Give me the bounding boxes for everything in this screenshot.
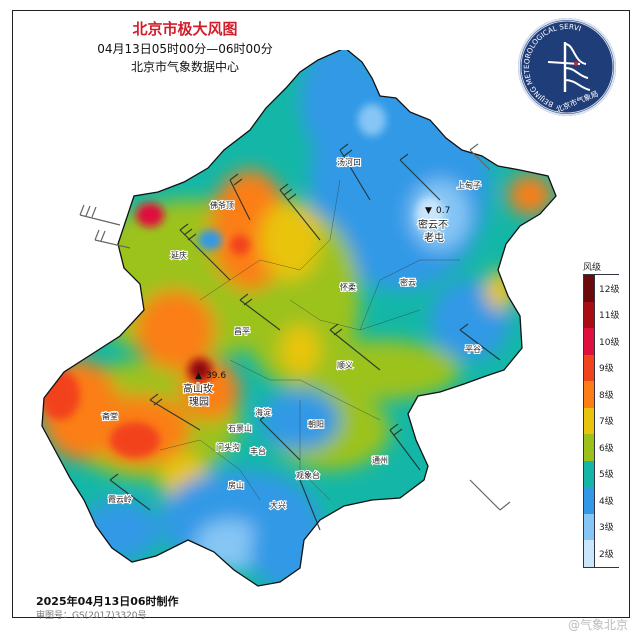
logo-emblem-icon: BEIJING METEOROLOGICAL SERVICE 北京市气象局 [518,18,614,115]
svg-text:高山玫: 高山玫 [183,382,213,395]
legend-label: 3级 [599,523,614,534]
place-fengtai: 丰台 [250,446,266,456]
place-huairou: 怀柔 [340,282,356,292]
place-chaoyang: 朝阳 [308,420,324,429]
legend-swatch [583,460,595,487]
place-tongzhou: 通州 [372,455,388,465]
place-shangdianzi: 上甸子 [457,180,481,190]
legend-label: 8级 [599,390,614,401]
svg-text:▼: ▼ [425,206,432,216]
weibo-watermark: @气象北京 [567,618,628,632]
wind-barbs [109,143,501,531]
min-wind-marker: ▼ 0.7 密云不 老屯 [417,206,450,245]
place-haidian: 海淀 [255,407,271,417]
legend-label: 12级 [599,284,620,295]
legend-item: 12级 [583,275,619,302]
svg-text:39.6: 39.6 [206,371,226,381]
svg-text:老屯: 老屯 [424,231,444,244]
legend-swatch [583,381,595,408]
legend-item: 8级 [583,381,619,408]
legend-item: 2级 [583,540,619,567]
legend-label: 2级 [599,549,614,560]
map-review-number: 审图号：GS(2017)3320号 [36,611,147,621]
beijing-wind-heatmap: ▲ 39.6 高山玫 瑰园 ▼ 0.7 密云不 老屯 汤河口 上甸子 佛爷顶 延… [41,47,557,587]
place-changping: 昌平 [234,327,250,336]
svg-text:密云不: 密云不 [418,218,448,231]
legend-rows: 12级 11级 10级 9级 8级 7级 6级 5级 4级 3级 2级 [583,274,620,568]
svg-text:瑰园: 瑰园 [189,395,209,408]
place-yanqing: 延庆 [171,250,187,260]
production-time: 2025年04月13日06时制作 [36,595,179,608]
place-miyun: 密云 [400,277,416,287]
map-title: 北京市极大风图 [132,20,238,38]
legend-item: 11级 [583,301,620,328]
wind-speed-field [42,48,556,586]
legend-item: 4级 [583,487,619,514]
place-xiayunling: 霞云岭 [108,494,132,504]
place-labels: 汤河口 上甸子 佛爷顶 延庆 怀柔 密云 昌平 平谷 顺义 斋堂 海淀 石景山 … [101,156,482,511]
place-shijingshan: 石景山 [228,423,252,433]
legend-item: 5级 [583,460,619,487]
legend-label: 9级 [599,364,614,375]
place-zhaitang: 斋堂 [102,411,118,421]
place-pinggu: 平谷 [465,345,481,354]
time-range: 04月13日05时00分—06时00分 [97,42,273,56]
place-tanghekou: 汤河口 [337,157,361,167]
district-boundaries [159,179,460,501]
organization: 北京市气象数据中心 [130,60,239,74]
place-mentougou: 门头沟 [216,442,240,452]
legend-swatch [583,540,595,567]
legend-item: 3级 [583,513,619,540]
legend-swatch [583,301,595,328]
legend-label: 7级 [599,417,614,428]
legend-swatch [583,487,595,514]
svg-text:▲: ▲ [195,371,202,381]
legend-swatch [583,513,595,540]
place-guanxiangtai: 观象台 [296,470,320,480]
legend-swatch [583,407,595,434]
legend-swatch [583,275,595,302]
legend-item: 10级 [583,328,619,355]
place-daxing: 大兴 [270,500,286,510]
legend-swatch [583,354,595,381]
legend-swatch [583,434,595,461]
place-fangshan: 房山 [228,480,244,490]
legend-label: 5级 [599,470,614,481]
beijing-meteorological-service-logo: BEIJING METEOROLOGICAL SERVICE 北京市气象局 [518,18,616,116]
place-shunyi: 顺义 [337,361,353,370]
place-foyeding: 佛爷顶 [210,200,234,210]
svg-text:0.7: 0.7 [436,206,450,216]
wind-map: ▲ 39.6 高山玫 瑰园 ▼ 0.7 密云不 老屯 汤河口 上甸子 佛爷顶 延… [30,47,570,600]
legend-item: 9级 [583,354,619,381]
legend-label: 6级 [599,443,614,454]
wind-barbs-outside [79,143,511,511]
legend-swatch [583,328,595,355]
wind-scale-legend: 风级 12级 11级 10级 9级 8级 7级 6级 5级 4级 3级 2级 [583,260,627,571]
max-wind-marker: ▲ 39.6 高山玫 瑰园 [182,371,226,409]
legend-title: 风级 [583,263,602,273]
legend-label: 4级 [599,496,614,507]
legend-item: 7级 [583,407,619,434]
legend-item: 6级 [583,434,619,461]
legend-label: 10级 [599,337,620,348]
legend-label: 11级 [599,311,620,322]
